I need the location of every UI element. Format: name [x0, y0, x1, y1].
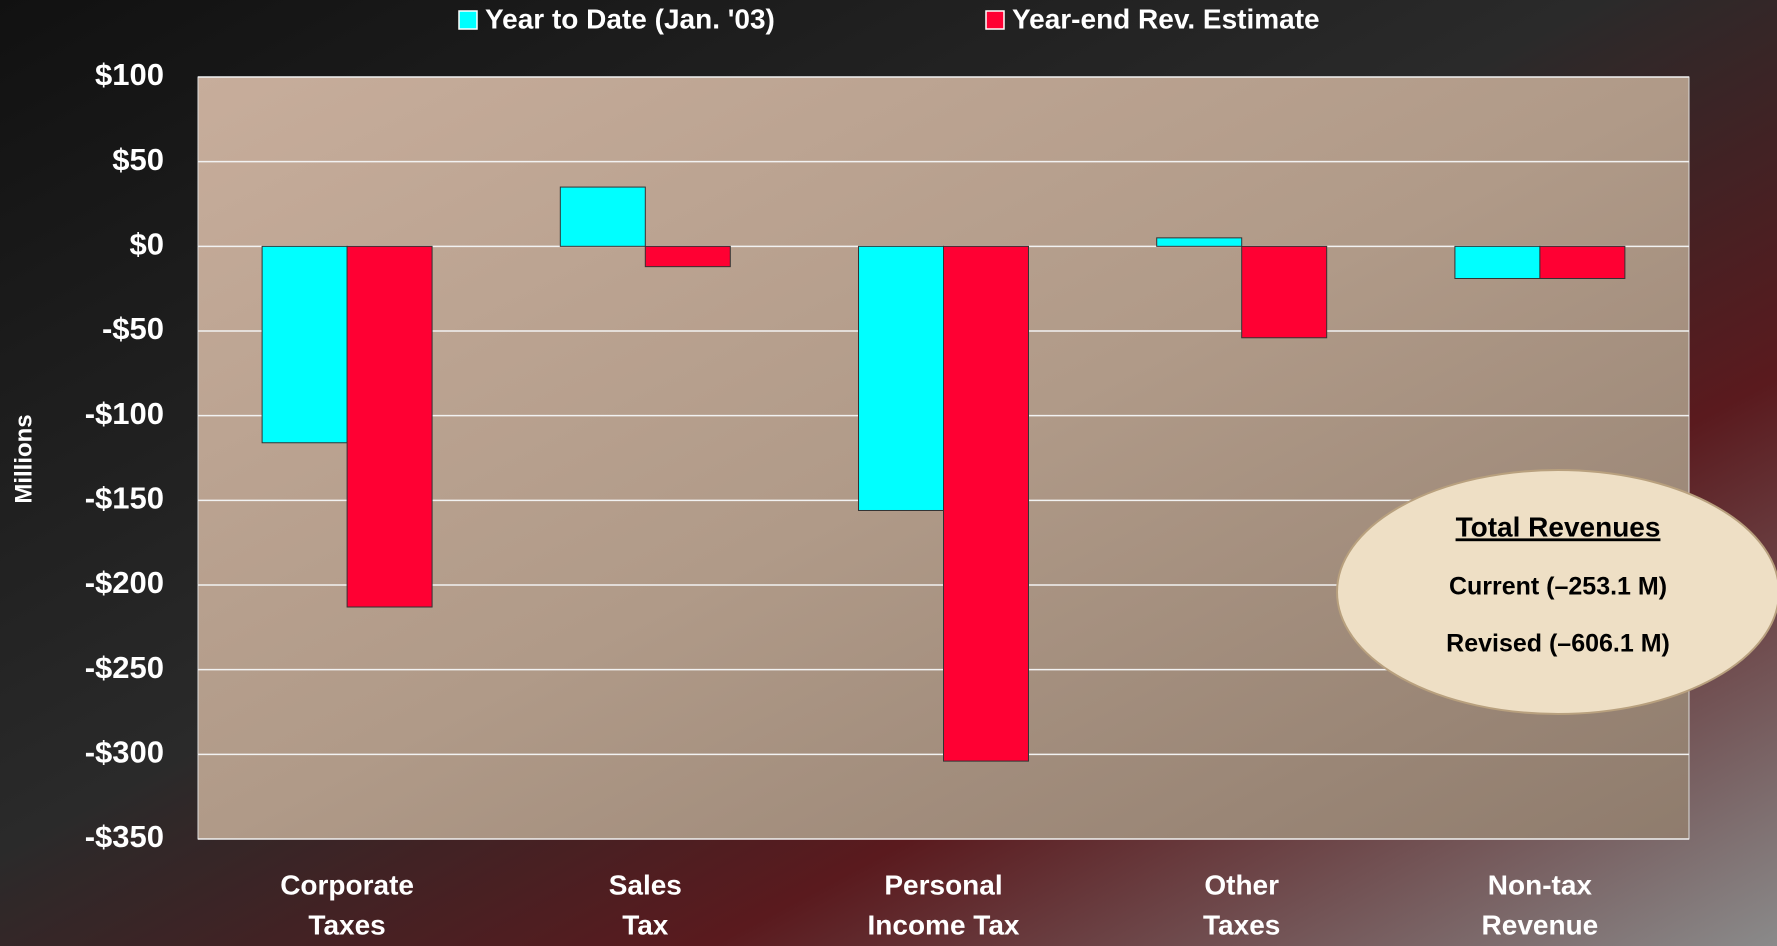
legend-swatch — [459, 11, 477, 29]
x-tick-label: Income Tax — [868, 909, 1020, 940]
legend-label: Year to Date (Jan. '03) — [485, 3, 775, 34]
y-tick-label: -$50 — [102, 311, 164, 346]
x-tick-label: Non-tax — [1488, 869, 1593, 900]
annotation-title: Total Revenues — [1456, 511, 1661, 542]
y-tick-label: -$300 — [85, 735, 164, 770]
y-tick-label: -$100 — [85, 396, 164, 431]
bar — [1455, 246, 1540, 278]
bar — [859, 246, 944, 510]
y-axis-label: Millions — [10, 414, 37, 503]
bar — [1540, 246, 1625, 278]
x-tick-label: Tax — [622, 909, 669, 940]
y-tick-label: $100 — [95, 57, 164, 92]
bar — [1242, 246, 1327, 337]
bar — [645, 246, 730, 266]
x-tick-label: Sales — [609, 869, 682, 900]
y-tick-label: -$200 — [85, 565, 164, 600]
chart: -$350 -$300 -$250 -$200 -$150 -$100 -$50 $0 $50 $… — [0, 0, 1777, 946]
x-tick-label: Taxes — [308, 909, 385, 940]
x-tick-label: Corporate — [280, 869, 414, 900]
y-tick-label: -$250 — [85, 650, 164, 685]
x-tick-label: Revenue — [1482, 909, 1599, 940]
bar — [262, 246, 347, 442]
legend-swatch — [986, 11, 1004, 29]
x-tick-label: Personal — [884, 869, 1002, 900]
bar — [944, 246, 1029, 761]
annotation-line: Current (–253.1 M) — [1449, 573, 1667, 601]
y-tick-label: -$150 — [85, 481, 164, 516]
y-tick-label: -$350 — [85, 819, 164, 854]
bar — [347, 246, 432, 607]
y-tick-label: $50 — [112, 142, 164, 177]
annotation-line: Revised (–606.1 M) — [1446, 630, 1670, 658]
bar — [560, 187, 645, 246]
page: -$350 -$300 -$250 -$200 -$150 -$100 -$50 $0 $50 $… — [0, 0, 1777, 946]
bar — [1157, 238, 1242, 246]
legend-label: Year-end Rev. Estimate — [1012, 3, 1320, 34]
y-tick-label: $0 — [130, 227, 164, 262]
x-tick-label: Other — [1204, 869, 1279, 900]
x-tick-label: Taxes — [1203, 909, 1280, 940]
